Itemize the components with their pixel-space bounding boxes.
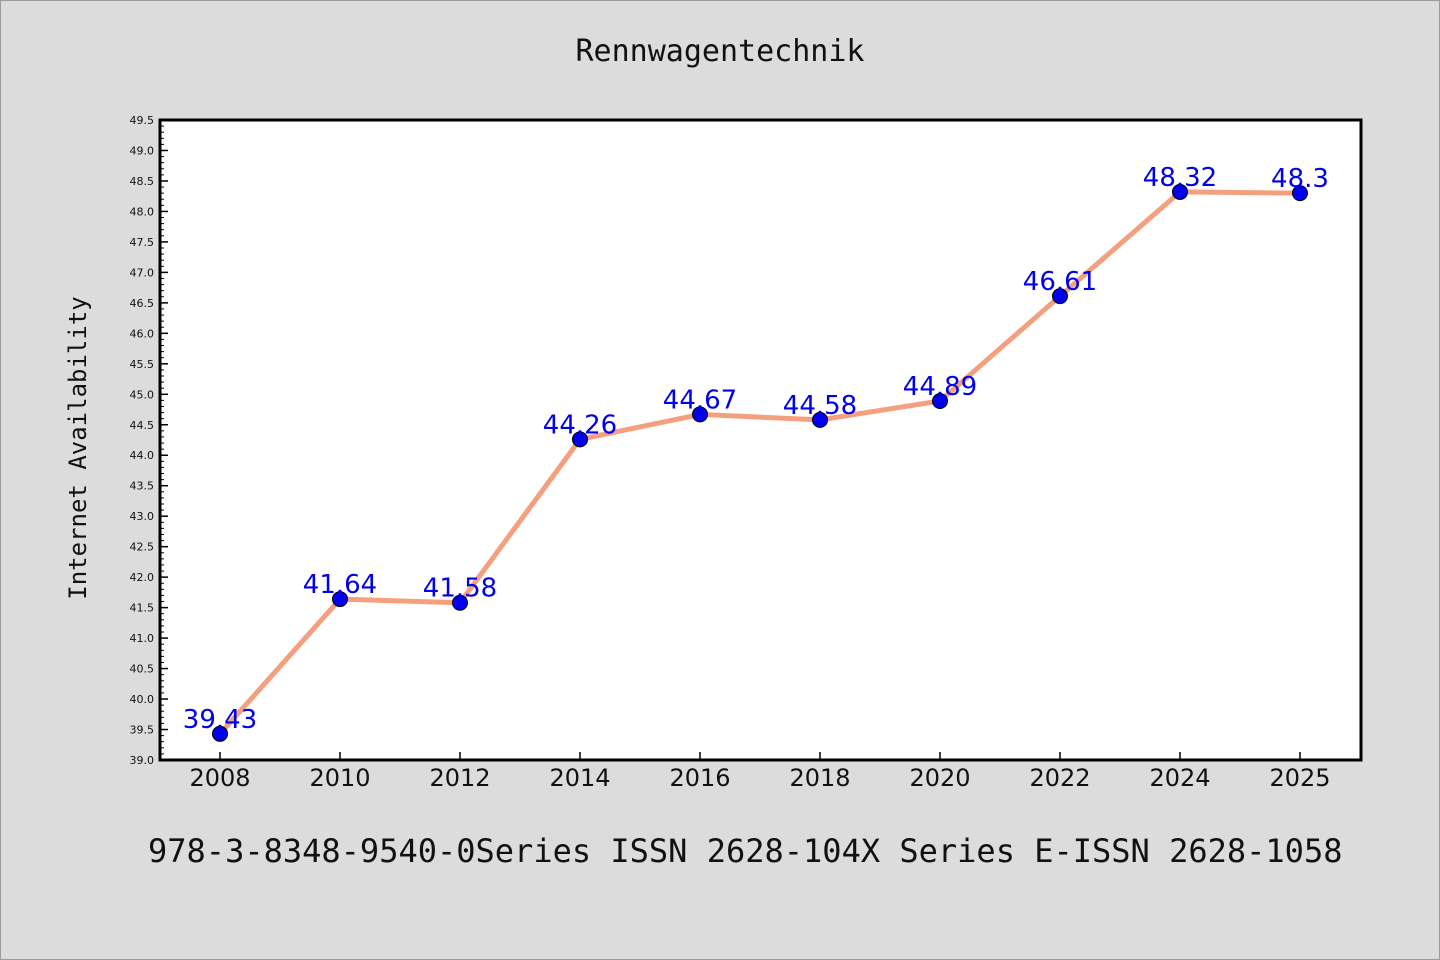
x-tick-label: 2022 [1029, 764, 1090, 792]
data-label: 48.32 [1143, 163, 1217, 193]
data-point-marker [452, 594, 468, 611]
y-tick-label: 43.5 [130, 480, 155, 493]
x-tick-label: 2018 [789, 764, 850, 792]
y-tick-label: 47.0 [130, 266, 155, 279]
data-label: 46.61 [1023, 267, 1097, 297]
y-tick-label: 49.0 [130, 144, 155, 157]
y-tick-label: 44.0 [130, 449, 155, 462]
y-tick-label: 42.5 [130, 541, 155, 554]
data-label: 48.3 [1271, 164, 1329, 194]
y-tick-label: 48.0 [130, 205, 155, 218]
data-point-marker [212, 725, 228, 742]
y-tick-label: 45.5 [130, 358, 155, 371]
data-point-marker [1052, 288, 1068, 305]
data-label: 41.64 [303, 570, 377, 600]
y-tick-label: 39.0 [130, 754, 155, 767]
data-label: 44.26 [543, 410, 617, 440]
data-point-marker [1172, 183, 1188, 200]
data-point-marker [932, 392, 948, 409]
x-axis-ticks: 2008 2010 2012 2014 2016 2018 2020 2022 2024 2025 [189, 752, 1331, 792]
series-layer: 39.43 41.64 41.58 44.26 44.67 44.58 44.89 46.61… [183, 163, 1329, 742]
y-tick-label: 39.5 [130, 724, 155, 737]
y-tick-label: 48.5 [130, 175, 155, 188]
data-point-marker [692, 406, 708, 423]
x-tick-label: 2020 [909, 764, 970, 792]
data-point-marker [812, 411, 828, 428]
data-label: 44.89 [903, 372, 977, 402]
y-tick-label: 44.5 [130, 419, 155, 432]
y-tick-label: 45.0 [130, 388, 155, 401]
y-axis-ticks: 39.0 39.5 40.0 40.5 41.0 41.5 42.0 42.5 43.0 43.5… [130, 114, 168, 767]
y-tick-label: 40.5 [130, 663, 155, 676]
x-tick-label: 2024 [1149, 764, 1210, 792]
x-tick-label: 2014 [549, 764, 610, 792]
data-point-marker [1292, 185, 1308, 202]
y-tick-label: 49.5 [130, 114, 155, 127]
data-label: 44.58 [783, 391, 857, 421]
data-point-marker [332, 591, 348, 608]
x-tick-label: 2012 [429, 764, 490, 792]
x-tick-label: 2016 [669, 764, 730, 792]
y-axis-label: Internet Availability [64, 296, 92, 599]
x-tick-label: 2010 [309, 764, 370, 792]
y-tick-label: 47.5 [130, 236, 155, 249]
data-label: 44.67 [663, 385, 737, 415]
y-tick-label: 43.0 [130, 510, 155, 523]
y-tick-label: 46.5 [130, 297, 155, 310]
data-label: 39.43 [183, 705, 257, 735]
y-tick-label: 46.0 [130, 327, 155, 340]
y-tick-label: 40.0 [130, 693, 155, 706]
y-tick-label: 41.5 [130, 602, 155, 615]
x-tick-label: 2025 [1269, 764, 1330, 792]
chart-title: Rennwagentechnik [575, 34, 865, 69]
y-tick-label: 41.0 [130, 632, 155, 645]
x-tick-label: 2008 [189, 764, 250, 792]
footer-isbn-issn: 978-3-8348-9540-0Series ISSN 2628-104X S… [148, 832, 1343, 870]
y-tick-label: 42.0 [130, 571, 155, 584]
data-label: 41.58 [423, 574, 497, 604]
series-line [218, 189, 1301, 736]
data-point-marker [572, 431, 588, 448]
plot-area [158, 118, 1363, 762]
